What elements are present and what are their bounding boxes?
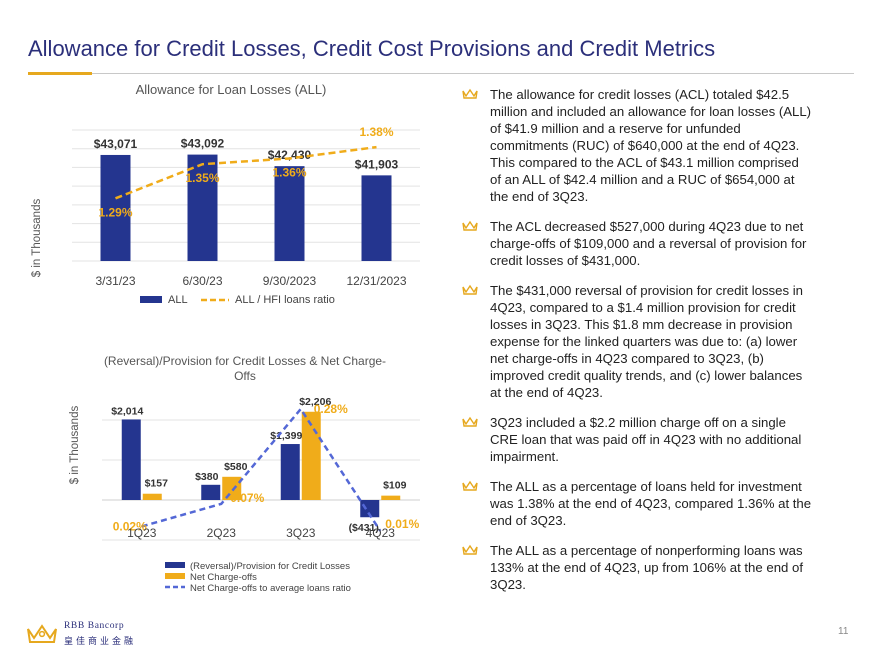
crown-icon: [462, 480, 478, 491]
bullet-item: The ALL as a percentage of loans held fo…: [462, 478, 812, 529]
ratio-value-label: 1.36%: [272, 165, 306, 179]
crown-icon: [462, 88, 478, 99]
y-axis-label: $ in Thousands: [69, 406, 81, 485]
bar-provision: [201, 484, 221, 500]
legend-swatch-bar: [140, 296, 162, 303]
commentary-list: The allowance for credit losses (ACL) to…: [462, 86, 812, 606]
ratio-line: [141, 406, 382, 532]
bullet-text: 3Q23 included a $2.2 million charge off …: [490, 415, 802, 464]
bullet-text: The ALL as a percentage of nonperforming…: [490, 543, 804, 592]
ratio-value-label: 0.02%: [113, 519, 147, 533]
x-tick-label: 3Q23: [286, 526, 316, 540]
x-tick-label: 12/31/2023: [346, 274, 406, 288]
bar-net-charge-off: [142, 493, 162, 500]
chart-title-line-1: (Reversal)/Provision for Credit Losses &…: [104, 354, 386, 368]
bullet-text: The $431,000 reversal of provision for c…: [490, 283, 803, 400]
ratio-line: [115, 145, 377, 200]
chart-title: Allowance for Loan Losses (ALL): [136, 82, 327, 97]
x-tick-label: 2Q23: [207, 526, 237, 540]
x-tick-label: 1Q23: [127, 526, 157, 540]
bar-value-label: $43,092: [181, 137, 225, 151]
ratio-value-label: 0.28%: [314, 402, 348, 416]
legend-label: ALL / HFI loans ratio: [235, 294, 335, 306]
bullet-text: The ACL decreased $527,000 during 4Q23 d…: [490, 219, 807, 268]
provision-value-label: $1,399: [270, 430, 302, 442]
crown-icon: [462, 416, 478, 427]
x-tick-label: 6/30/23: [182, 274, 222, 288]
bar-provision: [121, 419, 141, 500]
bar-all: [100, 154, 131, 261]
bar-provision: [360, 500, 380, 518]
bar-net-charge-off: [222, 476, 242, 500]
bullet-item: 3Q23 included a $2.2 million charge off …: [462, 414, 812, 465]
nco-value-label: $2,206: [299, 396, 331, 408]
provision-value-label: $380: [195, 471, 219, 483]
ratio-value-label: 1.38%: [359, 125, 393, 139]
bullet-item: The $431,000 reversal of provision for c…: [462, 282, 812, 401]
crown-icon: [462, 220, 478, 231]
title-accent-rule: [28, 72, 92, 75]
ratio-value-label: 0.01%: [385, 517, 419, 531]
legend-swatch-bar: [165, 573, 185, 579]
bullet-item: The allowance for credit losses (ACL) to…: [462, 86, 812, 205]
provision-chart: (Reversal)/Provision for Credit Losses &…: [69, 354, 420, 594]
crown-icon: [462, 544, 478, 555]
legend-swatch-bar: [165, 562, 185, 568]
ratio-value-label: 0.07%: [230, 491, 264, 505]
bar-all: [187, 154, 218, 261]
bullet-text: The allowance for credit losses (ACL) to…: [490, 87, 812, 204]
bar-net-charge-off: [381, 495, 401, 500]
crown-icon: [462, 284, 478, 295]
x-tick-label: 4Q23: [366, 526, 396, 540]
logo-chinese-name: 皇佳商业金融: [64, 636, 137, 646]
bar-all: [274, 166, 305, 261]
crown-logo-icon: [27, 624, 57, 643]
ratio-value-label: 1.29%: [98, 205, 132, 219]
nco-value-label: $157: [145, 478, 169, 490]
x-tick-label: 3/31/23: [95, 274, 135, 288]
bullet-text: The ALL as a percentage of loans held fo…: [490, 479, 812, 528]
chart-title-line-2: Offs: [234, 369, 256, 383]
provision-value-label: ($431): [349, 522, 379, 534]
page-number: 11: [838, 626, 849, 637]
provision-value-label: $2,014: [111, 405, 143, 417]
title-divider: [92, 73, 854, 74]
bullet-item: The ALL as a percentage of nonperforming…: [462, 542, 812, 593]
legend-label: Net Charge-offs: [190, 572, 257, 583]
logo-name: RBB Bancorp: [64, 621, 125, 631]
nco-value-label: $109: [383, 480, 407, 492]
legend-label: (Reversal)/Provision for Credit Losses: [190, 561, 350, 572]
nco-value-label: $580: [224, 461, 248, 473]
x-tick-label: 9/30/2023: [263, 274, 317, 288]
bar-provision: [280, 444, 300, 500]
bullet-item: The ACL decreased $527,000 during 4Q23 d…: [462, 218, 812, 269]
bar-all: [361, 175, 392, 261]
bar-value-label: $41,903: [355, 157, 399, 171]
page-title: Allowance for Credit Losses, Credit Cost…: [28, 36, 716, 61]
company-logo: RBB Bancorp 皇佳商业金融: [26, 619, 166, 649]
all-chart: Allowance for Loan Losses (ALL) $ in Tho…: [31, 82, 420, 306]
ratio-value-label: 1.35%: [185, 171, 219, 185]
legend-label: Net Charge-offs to average loans ratio: [190, 583, 351, 594]
y-axis-label: $ in Thousands: [31, 199, 43, 278]
legend-label: ALL: [168, 294, 188, 306]
bar-value-label: $43,071: [94, 137, 138, 151]
